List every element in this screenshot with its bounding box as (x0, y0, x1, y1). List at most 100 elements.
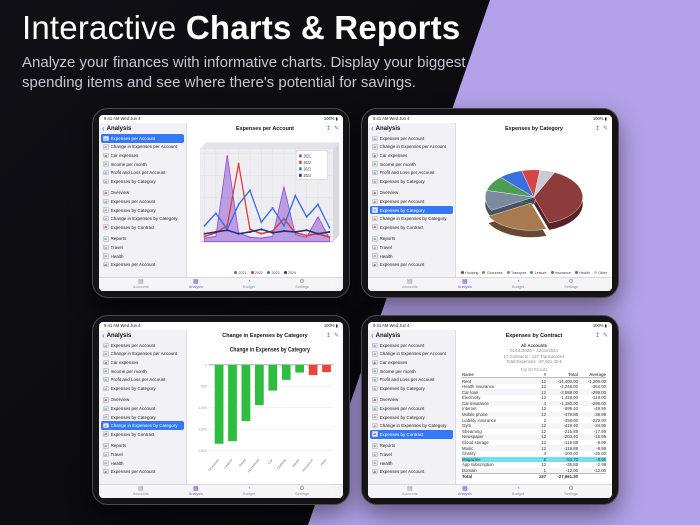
share-icon[interactable]: ↥ (325, 333, 331, 339)
back-chevron-icon[interactable]: ‹ (371, 330, 374, 340)
sidebar-item[interactable]: Expenses per Account (101, 404, 184, 413)
tab-settings[interactable]: ⚙ Settings (295, 279, 309, 289)
table-row-selected[interactable]: Magazine 6 -53.70 -8.95 (462, 456, 606, 463)
table-row[interactable]: Gym 12 -419.40 -34.95 (462, 422, 606, 429)
tab-budget[interactable]: ◔ Budget (243, 486, 255, 496)
sidebar-item[interactable]: Health (370, 459, 453, 468)
sidebar-item[interactable]: Health (370, 252, 453, 261)
sidebar-item[interactable]: Travel (370, 450, 453, 459)
sidebar-item[interactable]: Expenses by Category (370, 384, 453, 393)
share-icon[interactable]: ↥ (594, 333, 600, 339)
sidebar-item[interactable]: Expenses per Account (101, 260, 184, 269)
table-row[interactable]: Music 12 -119.88 -9.99 (462, 445, 606, 451)
sidebar-item[interactable]: Expenses by Category (101, 177, 184, 186)
sidebar-item[interactable]: Expenses by Contract (370, 223, 453, 232)
sidebar-item[interactable]: Expenses per Account (370, 341, 453, 350)
tab-budget[interactable]: ◔ Budget (512, 279, 524, 289)
sidebar-item[interactable]: Change in Expenses per Account (370, 350, 453, 359)
back-chevron-icon[interactable]: ‹ (102, 123, 105, 133)
sidebar-item[interactable]: Overview (370, 189, 453, 198)
compose-icon[interactable]: ✎ (602, 333, 608, 339)
table-row[interactable]: Domain 1 -12.00 -12.00 (462, 467, 606, 474)
sidebar-item[interactable]: Change in Expenses by Category (370, 421, 453, 430)
sidebar-item[interactable]: Expenses by Category (101, 413, 184, 422)
compose-icon[interactable]: ✎ (333, 126, 339, 132)
table-row[interactable]: Health insurance 12 -4,248.00 -354.00 (462, 384, 606, 390)
sidebar-item[interactable]: Change in Expenses by Category (101, 421, 184, 430)
tab-accounts[interactable]: ▤ Accounts (133, 279, 149, 289)
sidebar-item[interactable]: Expenses by Contract (101, 223, 184, 232)
back-chevron-icon[interactable]: ‹ (371, 123, 374, 133)
table-row[interactable]: Charity 4 -100.00 -25.00 (462, 451, 606, 457)
sidebar-item[interactable]: Travel (101, 243, 184, 252)
sidebar-item[interactable]: Income per month (370, 160, 453, 169)
table-row[interactable]: Cloud storage 12 -119.88 -9.99 (462, 440, 606, 446)
table-row[interactable]: Electricity 12 -1,428.00 -119.00 (462, 395, 606, 401)
sidebar-item[interactable]: Reports (370, 235, 453, 244)
compose-icon[interactable]: ✎ (333, 333, 339, 339)
sidebar-item[interactable]: Expenses per Account (101, 341, 184, 350)
table-row[interactable]: Mobile phone 12 -479.88 -39.99 (462, 411, 606, 418)
sidebar-item[interactable]: Expenses per Account (370, 467, 453, 476)
table-row[interactable]: App subscription 12 -35.88 -2.99 (462, 462, 606, 468)
tab-settings[interactable]: ⚙ Settings (564, 486, 578, 496)
sidebar-item[interactable]: Expenses by Category (101, 384, 184, 393)
sidebar-item[interactable]: Income per month (101, 160, 184, 169)
sidebar-item[interactable]: Reports (101, 442, 184, 451)
sidebar-item[interactable]: Travel (101, 450, 184, 459)
sidebar-item[interactable]: Travel (370, 243, 453, 252)
sidebar-item[interactable]: Reports (370, 442, 453, 451)
sidebar-item[interactable]: Change in Expenses by Category (101, 214, 184, 223)
table-row[interactable]: Internet 12 -599.40 -49.95 (462, 406, 606, 412)
sidebar-item[interactable]: Income per month (101, 367, 184, 376)
sidebar-item[interactable]: Car expenses (370, 151, 453, 160)
sidebar-item[interactable]: Expenses by Contract (101, 430, 184, 439)
sidebar-item[interactable]: Car expenses (101, 151, 184, 160)
table-row[interactable]: Car loan 12 -3,588.00 -299.00 (462, 389, 606, 395)
tab-accounts[interactable]: ▤ Accounts (402, 486, 418, 496)
sidebar-item[interactable]: Expenses by Category (370, 413, 453, 422)
tab-accounts[interactable]: ▤ Accounts (133, 486, 149, 496)
sidebar-item[interactable]: Profit and Loss per Account (101, 168, 184, 177)
sidebar-item[interactable]: Overview (101, 396, 184, 405)
sidebar-item[interactable]: Expenses per Account (370, 260, 453, 269)
table-row[interactable]: Rent 12 -14,400.00 -1,200.00 (462, 378, 606, 384)
sidebar-item[interactable]: Overview (370, 396, 453, 405)
sidebar-item[interactable]: Profit and Loss per Account (101, 375, 184, 384)
tab-accounts[interactable]: ▤ Accounts (402, 279, 418, 289)
sidebar-item[interactable]: Reports (101, 235, 184, 244)
tab-analysis[interactable]: ▦ Analysis (189, 279, 203, 289)
sidebar-item[interactable]: Car expenses (101, 358, 184, 367)
back-chevron-icon[interactable]: ‹ (102, 330, 105, 340)
table-row[interactable]: Total 137 -27,661.30 (462, 473, 606, 479)
sidebar-item[interactable]: Change in Expenses per Account (101, 143, 184, 152)
sidebar-item[interactable]: Expenses by Category (370, 205, 453, 215)
tab-analysis[interactable]: ▦ Analysis (458, 486, 472, 496)
share-icon[interactable]: ↥ (594, 126, 600, 132)
sidebar-item[interactable]: Income per month (370, 367, 453, 376)
sidebar-item[interactable]: Health (101, 459, 184, 468)
sidebar-item[interactable]: Expenses per Account (370, 134, 453, 143)
tab-settings[interactable]: ⚙ Settings (564, 279, 578, 289)
sidebar-item[interactable]: Expenses by Category (370, 177, 453, 186)
sidebar-item[interactable]: Expenses per Account (370, 197, 453, 206)
sidebar-item[interactable]: Change in Expenses by Category (370, 214, 453, 223)
sidebar-item[interactable]: Car expenses (370, 358, 453, 367)
tab-analysis[interactable]: ▦ Analysis (189, 486, 203, 496)
sidebar-item[interactable]: Expenses per Account (101, 197, 184, 206)
sidebar-item[interactable]: Expenses per Account (101, 134, 184, 143)
compose-icon[interactable]: ✎ (602, 126, 608, 132)
table-row[interactable]: Liability insurance 2 -458.00 -229.00 (462, 417, 606, 423)
table-row[interactable]: Streaming 12 -215.88 -17.99 (462, 429, 606, 435)
tab-budget[interactable]: ◔ Budget (512, 486, 524, 496)
sidebar-item[interactable]: Change in Expenses per Account (101, 350, 184, 359)
share-icon[interactable]: ↥ (325, 126, 331, 132)
sidebar-item[interactable]: Profit and Loss per Account (370, 168, 453, 177)
sidebar-item[interactable]: Expenses per Account (370, 404, 453, 413)
tab-analysis[interactable]: ▦ Analysis (458, 279, 472, 289)
sidebar-item[interactable]: Expenses by Category (101, 206, 184, 215)
tab-budget[interactable]: ◔ Budget (243, 279, 255, 289)
tab-settings[interactable]: ⚙ Settings (295, 486, 309, 496)
sidebar-item[interactable]: Expenses per Account (101, 467, 184, 476)
sidebar-item[interactable]: Expenses by Contract (370, 429, 453, 439)
